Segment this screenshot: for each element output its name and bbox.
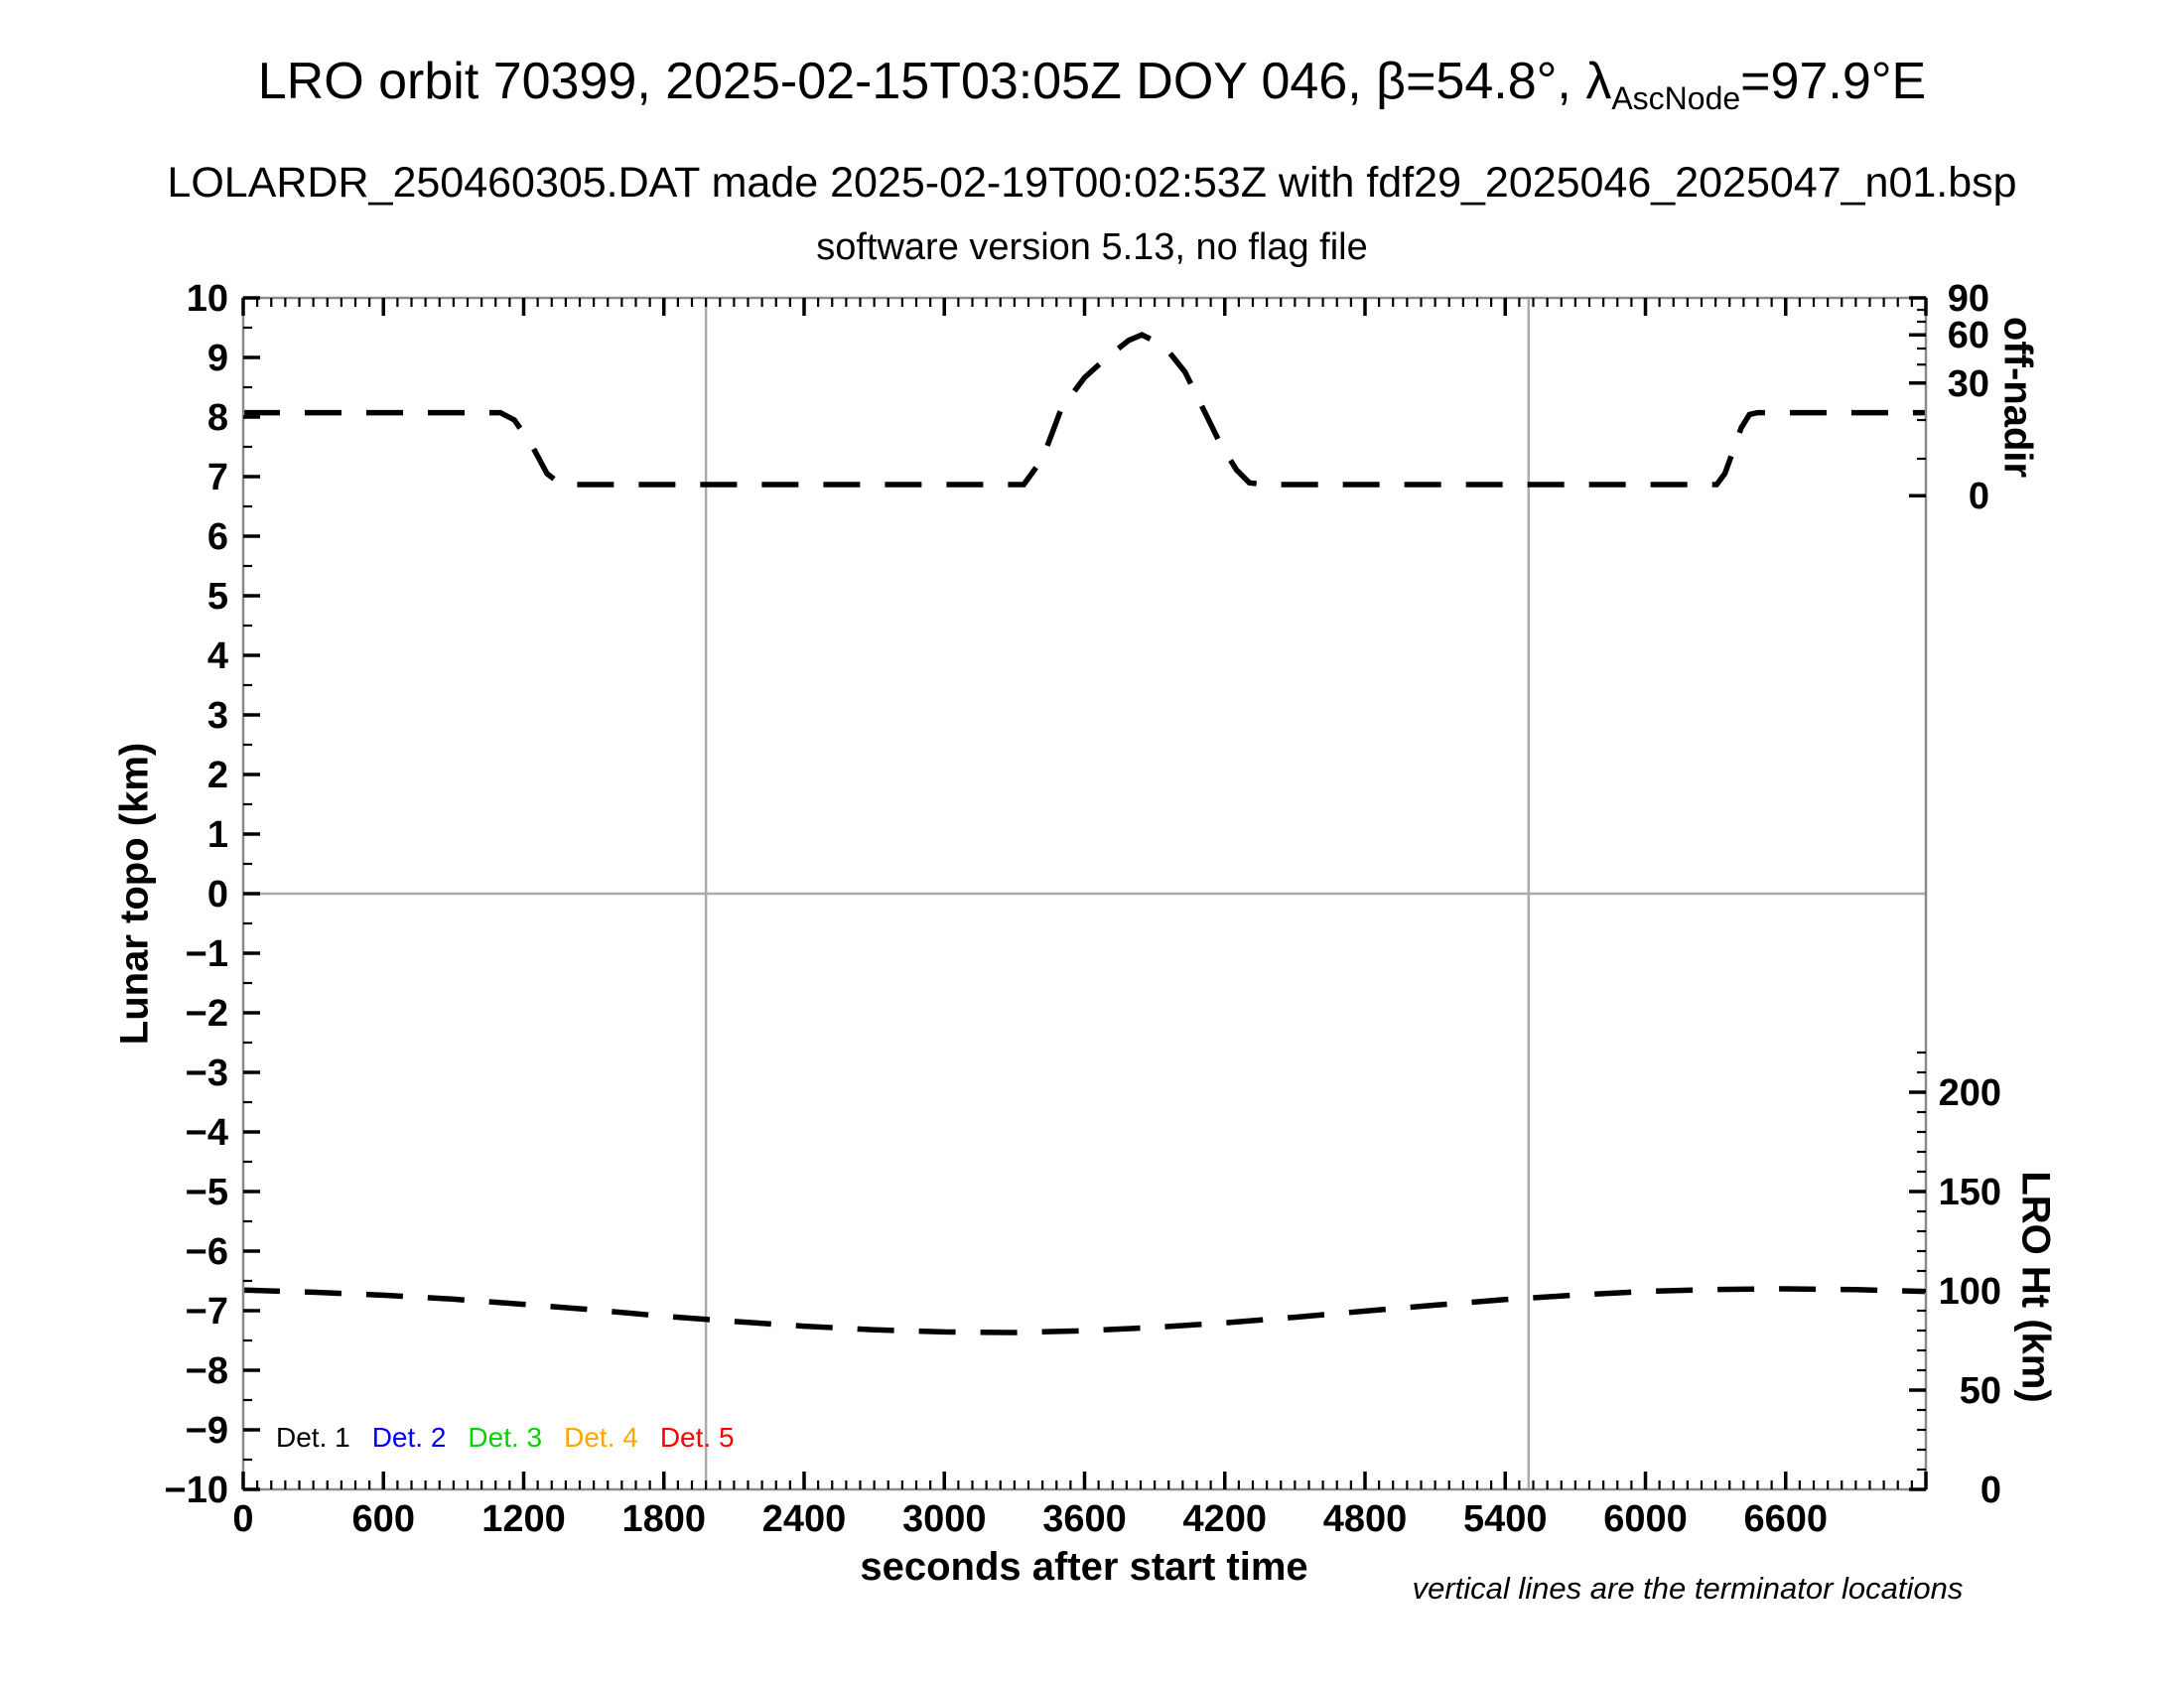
- legend-item-det-1: Det. 1: [276, 1422, 350, 1453]
- x-axis-title: seconds after start time: [860, 1545, 1308, 1589]
- svg-text:−9: −9: [186, 1410, 228, 1452]
- x-axis-tick-labels: 0 600 1200 1800 2400 3000 3600 4200 4800 5400 6000…: [232, 1498, 1828, 1540]
- svg-text:9: 9: [207, 338, 228, 379]
- detector-legend: Det. 1 Det. 2 Det. 3 Det. 4 Det. 5: [276, 1422, 735, 1454]
- svg-text:10: 10: [187, 278, 228, 320]
- lro-ht-axis-ticks: [1909, 1051, 1926, 1491]
- svg-text:150: 150: [1939, 1172, 2001, 1213]
- svg-text:0: 0: [232, 1498, 253, 1540]
- svg-text:5400: 5400: [1463, 1498, 1548, 1540]
- title-subscript: AscNode: [1611, 80, 1741, 116]
- svg-text:1: 1: [207, 814, 228, 856]
- left-axis-ticks: [243, 296, 260, 1491]
- title-suffix-text: =97.9°E: [1740, 53, 1927, 110]
- svg-text:−4: −4: [186, 1112, 228, 1154]
- svg-text:200: 200: [1939, 1072, 2001, 1114]
- svg-text:0: 0: [1980, 1470, 2001, 1511]
- svg-text:4800: 4800: [1323, 1498, 1408, 1540]
- svg-text:4: 4: [207, 635, 228, 677]
- svg-text:6000: 6000: [1603, 1498, 1688, 1540]
- svg-text:60: 60: [1948, 315, 1989, 356]
- subtitle-software-version: software version 5.13, no flag file: [816, 226, 1368, 268]
- curve-off-nadir-angle: [243, 332, 1926, 488]
- lro-ht-tick-labels: 0 50 100 150 200: [1939, 1072, 2001, 1511]
- svg-text:−7: −7: [186, 1291, 228, 1333]
- svg-text:−6: −6: [186, 1231, 228, 1273]
- svg-text:−2: −2: [186, 993, 228, 1035]
- svg-text:2400: 2400: [762, 1498, 847, 1540]
- svg-text:7: 7: [207, 457, 228, 498]
- curve-LRO-height: [242, 1286, 1927, 1336]
- offnadir-axis-ticks: [1909, 296, 1926, 497]
- svg-text:−1: −1: [186, 933, 228, 975]
- y-axis-title-right-bottom: LRO Ht (km): [2013, 1171, 2058, 1403]
- legend-item-det-5: Det. 5: [659, 1422, 735, 1453]
- legend-item-det-3: Det. 3: [468, 1422, 543, 1453]
- svg-text:−8: −8: [186, 1350, 228, 1392]
- svg-text:8: 8: [207, 397, 228, 439]
- page-title: LRO orbit 70399, 2025-02-15T03:05Z DOY 0…: [0, 52, 2184, 117]
- y-axis-title-right-top: off-nadir: [1995, 316, 2040, 479]
- svg-text:90: 90: [1948, 278, 1989, 320]
- svg-text:100: 100: [1939, 1271, 2001, 1313]
- svg-text:5: 5: [207, 576, 228, 618]
- legend-item-det-4: Det. 4: [564, 1422, 638, 1453]
- svg-text:4200: 4200: [1182, 1498, 1267, 1540]
- svg-text:3600: 3600: [1042, 1498, 1127, 1540]
- svg-text:600: 600: [352, 1498, 415, 1540]
- svg-text:−10: −10: [165, 1470, 228, 1511]
- svg-text:3000: 3000: [902, 1498, 987, 1540]
- svg-text:3: 3: [207, 695, 228, 737]
- svg-text:30: 30: [1948, 363, 1989, 405]
- title-main-text: LRO orbit 70399, 2025-02-15T03:05Z DOY 0…: [257, 53, 1612, 110]
- terminator-footnote: vertical lines are the terminator locati…: [1412, 1571, 1964, 1606]
- svg-text:6600: 6600: [1743, 1498, 1828, 1540]
- svg-text:1200: 1200: [481, 1498, 566, 1540]
- svg-text:0: 0: [207, 874, 228, 915]
- svg-text:50: 50: [1960, 1370, 2001, 1412]
- x-axis-ticks: [241, 298, 1928, 1489]
- svg-text:−3: −3: [186, 1053, 228, 1094]
- svg-text:−5: −5: [186, 1172, 228, 1213]
- subtitle-filename: LOLARDR_250460305.DAT made 2025-02-19T00…: [167, 159, 2017, 207]
- svg-text:0: 0: [1969, 476, 1989, 517]
- svg-text:2: 2: [207, 755, 228, 796]
- svg-text:1800: 1800: [621, 1498, 706, 1540]
- data-curves: [242, 332, 1927, 1336]
- svg-text:6: 6: [207, 516, 228, 558]
- y-axis-title-left: Lunar topo (km): [112, 742, 157, 1046]
- legend-item-det-2: Det. 2: [371, 1422, 447, 1453]
